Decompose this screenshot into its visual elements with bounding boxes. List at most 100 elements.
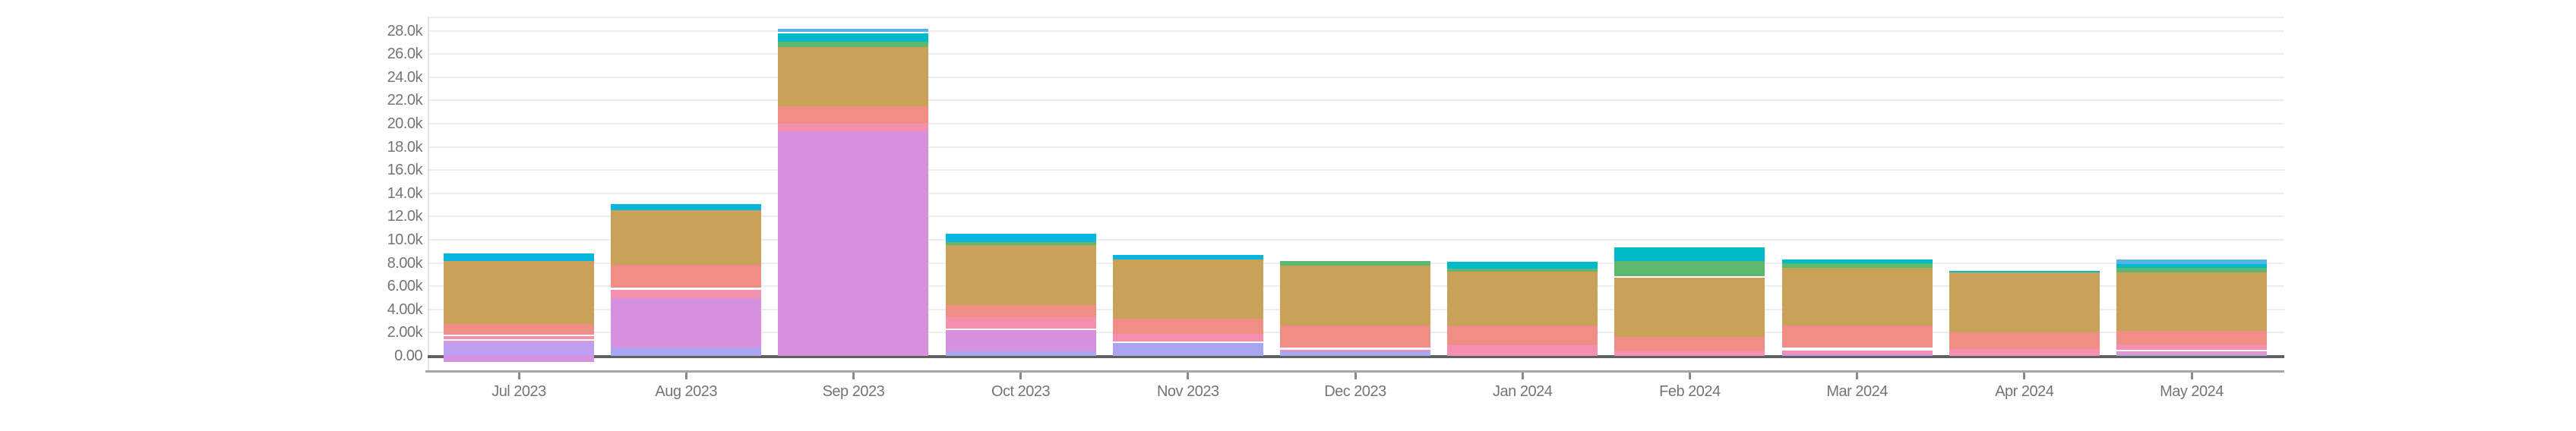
bar-segment-white-a[interactable] (2116, 349, 2267, 351)
bar-segment-white-b[interactable] (444, 334, 594, 336)
x-axis-tick (2190, 373, 2193, 379)
bar-segment-pink[interactable] (1112, 334, 1263, 342)
bar-segment-white-a[interactable] (1112, 341, 1263, 343)
bar-segment-pink[interactable] (778, 123, 929, 131)
bar-segment-salmon[interactable] (1614, 337, 1765, 351)
bar-segment-salmon[interactable] (444, 324, 594, 335)
bar-segment-salmon[interactable] (778, 105, 929, 124)
bar-segment-pink[interactable] (2116, 344, 2267, 350)
bar-segment-salmon[interactable] (1447, 326, 1598, 345)
bar-segment-cyan[interactable] (611, 203, 762, 211)
x-axis-tick (1354, 373, 1357, 379)
bar-segment-orchid[interactable] (1781, 354, 1933, 356)
bar-feb-2024[interactable] (1614, 0, 1765, 431)
bar-segment-orchid[interactable] (444, 356, 594, 362)
bar-segment-tan[interactable] (1781, 267, 1933, 326)
bar-segment-tan[interactable] (1112, 259, 1263, 319)
bar-segment-pink[interactable] (1280, 349, 1430, 352)
bar-segment-teal[interactable] (2116, 264, 2267, 268)
bar-segment-tan[interactable] (1949, 272, 2100, 333)
bar-segment-pink[interactable] (444, 335, 594, 339)
x-axis-tick-label: Nov 2023 (1156, 383, 1219, 400)
y-axis-tick-label: 22.0k (387, 92, 423, 109)
bar-segment-pink[interactable] (611, 289, 762, 299)
bar-segment-periwinkle[interactable] (2116, 354, 2267, 356)
bar-segment-white-a[interactable] (945, 329, 1096, 331)
x-axis-tick-label: Dec 2023 (1324, 383, 1386, 400)
bar-segment-pink[interactable] (1949, 348, 2100, 356)
bar-segment-orchid[interactable] (611, 298, 762, 348)
bar-segment-cyan[interactable] (1112, 255, 1263, 260)
bar-segment-teal[interactable] (778, 33, 929, 42)
bar-segment-green[interactable] (2116, 268, 2267, 272)
bar-segment-cyan[interactable] (444, 253, 594, 262)
bar-jul-2023[interactable] (444, 0, 594, 431)
bar-segment-lightblue[interactable] (2116, 259, 2267, 265)
bar-segment-pink[interactable] (1781, 350, 1933, 354)
bar-segment-tan[interactable] (444, 261, 594, 325)
bar-segment-green[interactable] (945, 241, 1096, 246)
bar-segment-teal[interactable] (1447, 262, 1598, 269)
bar-segment-periwinkle[interactable] (611, 348, 762, 356)
bar-segment-salmon[interactable] (2116, 331, 2267, 345)
bar-segment-salmon[interactable] (611, 265, 762, 288)
bar-segment-tan[interactable] (2116, 272, 2267, 332)
bar-segment-green[interactable] (1280, 261, 1430, 266)
bar-mar-2024[interactable] (1781, 0, 1933, 431)
y-axis-tick-label: 16.0k (387, 162, 423, 179)
bar-segment-tan[interactable] (1280, 266, 1430, 326)
bar-segment-teal[interactable] (1781, 260, 1933, 264)
bar-may-2024[interactable] (2116, 0, 2267, 431)
bar-segment-pink[interactable] (1447, 344, 1598, 356)
bar-segment-white-b[interactable] (611, 288, 762, 290)
bar-segment-tan[interactable] (611, 210, 762, 266)
bar-segment-salmon[interactable] (1280, 325, 1430, 348)
bar-segment-tan[interactable] (778, 47, 929, 106)
bar-segment-periwinkle[interactable] (1112, 342, 1263, 356)
bar-segment-white-b[interactable] (1280, 348, 1430, 350)
bar-segment-lightblue[interactable] (778, 29, 929, 32)
bar-segment-salmon[interactable] (1781, 325, 1933, 348)
x-axis-tick (684, 373, 687, 379)
bar-segment-cyan[interactable] (945, 234, 1096, 242)
bar-segment-salmon[interactable] (1112, 319, 1263, 335)
bar-nov-2023[interactable] (1112, 0, 1263, 431)
bar-segment-periwinkle[interactable] (945, 351, 1096, 356)
bar-segment-white-d[interactable] (778, 31, 929, 33)
bar-segment-tan[interactable] (1447, 272, 1598, 326)
bar-segment-white-c[interactable] (1614, 275, 1765, 278)
bar-segment-pink[interactable] (1614, 350, 1765, 356)
bar-jan-2024[interactable] (1447, 0, 1598, 431)
bar-oct-2023[interactable] (945, 0, 1096, 431)
bar-segment-green[interactable] (778, 42, 929, 47)
bar-sep-2023[interactable] (778, 0, 929, 431)
bar-segment-green[interactable] (1781, 263, 1933, 268)
y-axis-tick-label: 10.0k (387, 231, 423, 248)
bar-segment-teal[interactable] (1949, 271, 2100, 273)
bar-segment-green[interactable] (1614, 260, 1765, 276)
bar-segment-lavender[interactable] (444, 341, 594, 356)
bar-segment-tan[interactable] (1614, 277, 1765, 338)
bar-segment-green[interactable] (1447, 269, 1598, 272)
bar-segment-periwinkle[interactable] (1280, 351, 1430, 356)
bar-aug-2023[interactable] (611, 0, 762, 431)
bar-segment-pink[interactable] (945, 316, 1096, 329)
plot-border-top (428, 17, 2284, 18)
x-axis-tick (1688, 373, 1691, 379)
gridline-26k (428, 53, 2284, 55)
bar-segment-white-b[interactable] (1781, 348, 1933, 351)
bar-segment-orchid[interactable] (945, 330, 1096, 352)
bar-segment-salmon[interactable] (945, 305, 1096, 317)
bar-apr-2024[interactable] (1949, 0, 2100, 431)
bar-segment-salmon[interactable] (1949, 332, 2100, 349)
bar-segment-rose[interactable] (444, 340, 594, 342)
bar-dec-2023[interactable] (1280, 0, 1430, 431)
bar-segment-tan[interactable] (945, 245, 1096, 306)
bar-segment-orchid[interactable] (778, 131, 929, 356)
gridline-20k (428, 123, 2284, 124)
y-axis-tick-label: 24.0k (387, 68, 423, 86)
bar-segment-teal[interactable] (1614, 247, 1765, 261)
bar-segment-rose[interactable] (2116, 351, 2267, 354)
bar-segment-white-a[interactable] (444, 338, 594, 341)
y-axis-tick-label: 0.00 (394, 348, 422, 364)
